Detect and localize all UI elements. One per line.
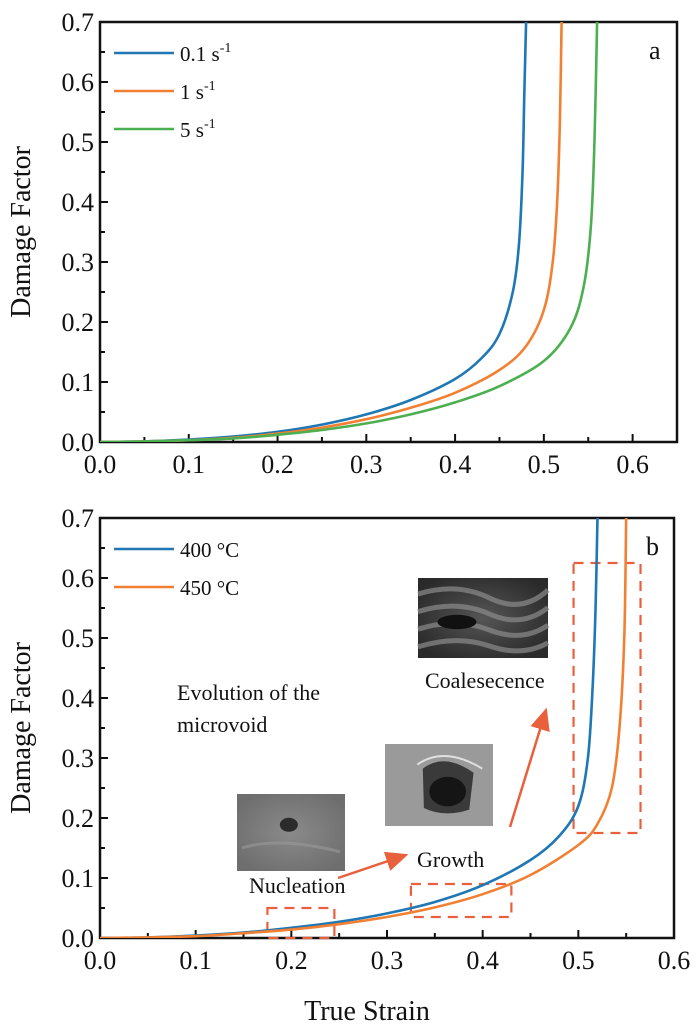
y-tick-label: 0.0 [62,924,95,953]
panel-letter: b [646,532,659,561]
y-tick-label: 0.6 [62,68,95,97]
y-tick-label: 0.6 [62,564,95,593]
sem-image-coalescence [417,578,550,658]
y-tick-label: 0.4 [62,188,95,217]
legend-superscript: -1 [204,117,216,132]
y-tick-label: 0.2 [62,308,95,337]
x-tick-label: 0.0 [84,946,117,975]
sem-background [237,794,345,871]
panel-letter: a [649,36,661,65]
legend-superscript: -1 [204,79,216,94]
legend-label: 1 s-1 [180,79,216,104]
sem-image-growth [385,744,493,826]
series-line-0 [100,22,528,442]
sem-image-nucleation [237,794,345,871]
y-tick-label: 0.4 [62,684,95,713]
x-axis-title: True Strain [304,996,430,1027]
label-coalescence: Coalesecence [425,668,545,693]
legend-label: 400 °C [180,538,239,562]
series-group [100,22,599,442]
y-tick-label: 0.7 [62,504,95,533]
y-tick-label: 0.5 [62,624,95,653]
y-tick-label: 0.3 [62,248,95,277]
y-tick-label: 0.5 [62,128,95,157]
x-tick-label: 0.6 [658,946,691,975]
coalescence-ridge [417,638,550,654]
x-tick-label: 0.4 [439,450,472,479]
arrow-nucleation-to-growth [337,851,409,880]
series-line-1 [100,518,628,938]
series-line-1 [100,22,563,442]
panel-b: 0.0 0.1 0.2 0.3 0.4 0.5 0.6 0.7 0.0 0.1 0.2 0.3 0.4 0… [6,504,690,1027]
y-tick-label: 0.1 [62,368,95,397]
legend-label: 450 °C [180,576,239,600]
x-tick-label: 0.6 [616,450,649,479]
y-tick-label: 0.7 [62,8,95,37]
series-line-2 [100,22,599,442]
label-growth: Growth [417,847,484,872]
coalescence-ridge [417,603,550,623]
y-tick-label: 0.3 [62,744,95,773]
label-nucleation: Nucleation [249,873,346,898]
void-dark [437,614,477,630]
x-tick-label: 0.1 [173,450,206,479]
annotation-title-line1: Evolution of the [177,680,320,705]
x-tick-label: 0.5 [528,450,561,479]
void-core [429,776,467,807]
texture [241,841,341,854]
x-tick-label: 0.2 [275,946,308,975]
x-tick-label: 0.3 [350,450,383,479]
x-tick-label: 0.0 [84,450,117,479]
y-axis-title: Damage Factor [6,641,37,813]
x-tick-label: 0.1 [179,946,212,975]
y-tick-label: 0.1 [62,864,95,893]
annotation-title-line2: microvoid [177,712,267,737]
x-tick-label: 0.5 [562,946,595,975]
legend-superscript: -1 [220,41,232,56]
y-axis-title: Damage Factor [6,145,37,317]
x-tick-label: 0.3 [371,946,404,975]
y-tick-label: 0.0 [62,428,95,457]
coalescence-ridge [417,586,550,607]
panel-a: 0.0 0.1 0.2 0.3 0.4 0.5 0.6 0.7 0.0 0.1 0.2 0.3 0.4 0… [6,8,679,479]
y-tick-label: 0.2 [62,804,95,833]
void-dark-spot [279,817,298,832]
x-tick-label: 0.4 [466,946,499,975]
x-tick-label: 0.2 [261,450,294,479]
legend-label: 5 s-1 [180,117,216,142]
void-rim [416,754,483,770]
arrow-growth-to-coalescence [508,707,550,828]
dashed-box-0 [266,906,336,940]
series-group [100,518,628,938]
dashed-box-2 [572,561,642,835]
legend-label: 0.1 s-1 [180,41,231,66]
